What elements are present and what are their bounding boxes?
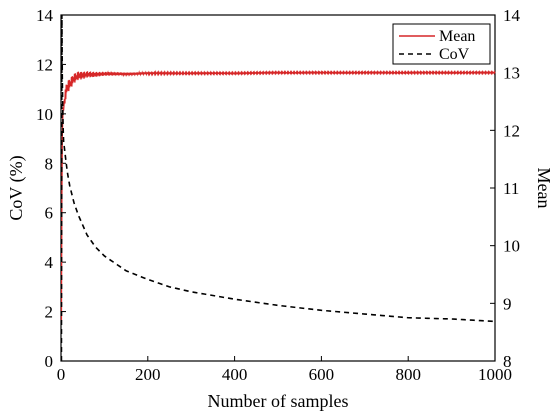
x-tick-label: 1000 (478, 365, 512, 384)
x-tick-label: 400 (222, 365, 248, 384)
y-right-tick-label: 9 (503, 294, 512, 313)
series-line-cov (60, 14, 496, 362)
y-right-axis-title: Mean (534, 168, 550, 209)
y-left-tick-label: 4 (45, 253, 54, 272)
y-left-tick-label: 6 (45, 204, 54, 223)
y-right-tick-label: 8 (503, 352, 512, 371)
x-tick-label: 800 (395, 365, 421, 384)
legend-box (392, 23, 491, 65)
plot-frame (60, 14, 496, 362)
y-left-tick-label: 0 (45, 352, 54, 371)
y-left-tick-label: 10 (36, 105, 53, 124)
x-tick-label: 0 (57, 365, 66, 384)
legend: Mean CoV (392, 23, 491, 65)
series-line-mean (60, 69, 496, 321)
x-tick-label: 600 (309, 365, 335, 384)
y-left-axis-title: CoV (%) (6, 155, 27, 220)
x-tick-label: 200 (135, 365, 161, 384)
y-right-tick-label: 11 (503, 179, 519, 198)
series-layer (60, 14, 496, 362)
legend-cov-label: CoV (439, 46, 470, 63)
y-left-tick-label: 8 (45, 154, 54, 173)
x-axis-title: Number of samples (208, 391, 349, 411)
y-right-tick-label: 14 (503, 6, 521, 25)
legend-mean-label: Mean (439, 28, 475, 45)
y-right-tick-label: 10 (503, 237, 520, 256)
y-right-tick-label: 12 (503, 121, 520, 140)
y-left-tick-label: 12 (36, 55, 53, 74)
y-left-tick-label: 14 (36, 6, 54, 25)
y-right-tick-label: 13 (503, 64, 520, 83)
y-left-tick-label: 2 (45, 303, 54, 322)
